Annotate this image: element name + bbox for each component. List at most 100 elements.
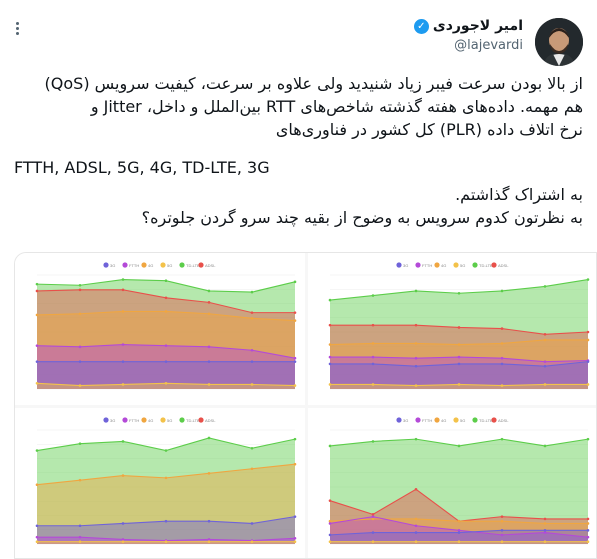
series-area bbox=[330, 384, 588, 389]
series-area bbox=[37, 437, 295, 544]
legend-label: TD-LTE bbox=[186, 418, 200, 423]
data-point bbox=[164, 476, 168, 480]
data-point bbox=[328, 499, 332, 502]
data-point bbox=[293, 280, 297, 284]
data-point bbox=[328, 533, 332, 537]
tweet-media-charts[interactable]: 3G FTTH 4G 5G TD-LTE ADSL 3G FTTH 4G 5G TD-LTE ADSL… bbox=[14, 252, 597, 559]
data-point bbox=[164, 519, 168, 523]
tweet-text: از بالا بودن سرعت فیبر زیاد شنیدید ولی ع… bbox=[12, 72, 583, 141]
data-point bbox=[121, 538, 125, 541]
data-point bbox=[78, 535, 82, 539]
legend-label: ADSL bbox=[205, 418, 216, 423]
legend-label: 4G bbox=[441, 418, 446, 423]
data-point bbox=[35, 344, 39, 347]
data-point bbox=[207, 538, 211, 541]
data-point bbox=[586, 437, 590, 441]
data-point bbox=[457, 362, 461, 366]
data-point bbox=[250, 522, 254, 525]
data-point bbox=[371, 342, 375, 345]
data-point bbox=[328, 444, 332, 448]
author-handle[interactable]: @lajevardi bbox=[454, 38, 523, 53]
data-point bbox=[35, 282, 39, 286]
data-point bbox=[414, 487, 418, 491]
data-point bbox=[250, 467, 254, 471]
data-point bbox=[164, 296, 168, 300]
data-point bbox=[35, 289, 39, 293]
data-point bbox=[457, 444, 461, 448]
data-point bbox=[457, 531, 461, 534]
data-point bbox=[207, 312, 211, 316]
legend-label: 4G bbox=[441, 263, 446, 268]
data-point bbox=[414, 517, 418, 521]
data-point bbox=[371, 531, 375, 534]
data-point bbox=[457, 540, 461, 544]
data-point bbox=[207, 472, 211, 475]
data-point bbox=[293, 319, 297, 322]
chart-background bbox=[308, 253, 596, 405]
series-area bbox=[330, 279, 588, 389]
data-point bbox=[293, 462, 297, 466]
data-point bbox=[78, 524, 82, 528]
data-point bbox=[543, 529, 547, 532]
data-point bbox=[414, 323, 418, 327]
data-point bbox=[78, 442, 82, 445]
tweet-text-line: به نظرتون کدوم سرویس به وضوح از بقیه چند… bbox=[141, 208, 583, 227]
data-point bbox=[207, 383, 211, 386]
data-point bbox=[414, 364, 418, 368]
data-point bbox=[121, 343, 125, 346]
data-point bbox=[250, 360, 254, 363]
more-options-icon[interactable] bbox=[10, 20, 24, 38]
data-point bbox=[78, 283, 82, 287]
data-point bbox=[293, 537, 297, 540]
data-point bbox=[414, 437, 418, 441]
data-point bbox=[586, 517, 590, 521]
author-name[interactable]: امیر لاجوردی bbox=[432, 18, 523, 34]
data-point bbox=[371, 355, 375, 359]
legend-swatch bbox=[141, 417, 147, 423]
avatar[interactable] bbox=[535, 18, 583, 66]
data-point bbox=[35, 313, 39, 317]
legend-label: 5G bbox=[460, 263, 465, 268]
data-point bbox=[293, 384, 297, 387]
chart-panel: 3G FTTH 4G 5G TD-LTE ADSL bbox=[15, 253, 305, 405]
legend-label: 3G bbox=[403, 263, 408, 268]
legend-label: TD-LTE bbox=[186, 263, 200, 268]
data-point bbox=[250, 446, 254, 450]
data-point bbox=[457, 291, 461, 295]
data-point bbox=[586, 338, 590, 342]
data-point bbox=[328, 298, 332, 302]
chart-panel: 3G FTTH 4G 5G TD-LTE ADSL bbox=[308, 408, 596, 558]
series-area bbox=[37, 361, 295, 389]
data-point bbox=[121, 360, 125, 363]
legend-label: TD-LTE bbox=[479, 263, 493, 268]
legend-swatch bbox=[491, 262, 497, 268]
data-point bbox=[293, 540, 297, 544]
data-point bbox=[500, 384, 504, 387]
data-point bbox=[164, 540, 168, 544]
series-area bbox=[37, 289, 295, 389]
data-point bbox=[78, 288, 82, 292]
data-point bbox=[457, 343, 461, 346]
legend-label: 5G bbox=[460, 418, 465, 423]
legend-swatch bbox=[198, 262, 204, 268]
data-point bbox=[78, 540, 82, 544]
data-point bbox=[500, 437, 504, 441]
data-point bbox=[207, 519, 211, 523]
data-point bbox=[164, 360, 168, 363]
data-point bbox=[121, 440, 125, 443]
chart-background bbox=[15, 253, 305, 405]
data-point bbox=[414, 540, 418, 544]
data-point bbox=[586, 360, 590, 363]
data-point bbox=[500, 327, 504, 330]
legend-swatch bbox=[453, 417, 459, 423]
author-block[interactable]: امیر لاجوردی ✓ @lajevardi bbox=[413, 18, 523, 53]
legend-label: 3G bbox=[110, 263, 115, 268]
data-point bbox=[121, 522, 125, 525]
data-point bbox=[250, 540, 254, 544]
charts-grid: 3G FTTH 4G 5G TD-LTE ADSL 3G FTTH 4G 5G TD-LTE ADSL… bbox=[15, 253, 596, 558]
legend-swatch bbox=[103, 262, 109, 268]
legend-label: 3G bbox=[403, 418, 408, 423]
data-point bbox=[500, 540, 504, 544]
legend-swatch bbox=[415, 262, 421, 268]
data-point bbox=[543, 531, 547, 534]
